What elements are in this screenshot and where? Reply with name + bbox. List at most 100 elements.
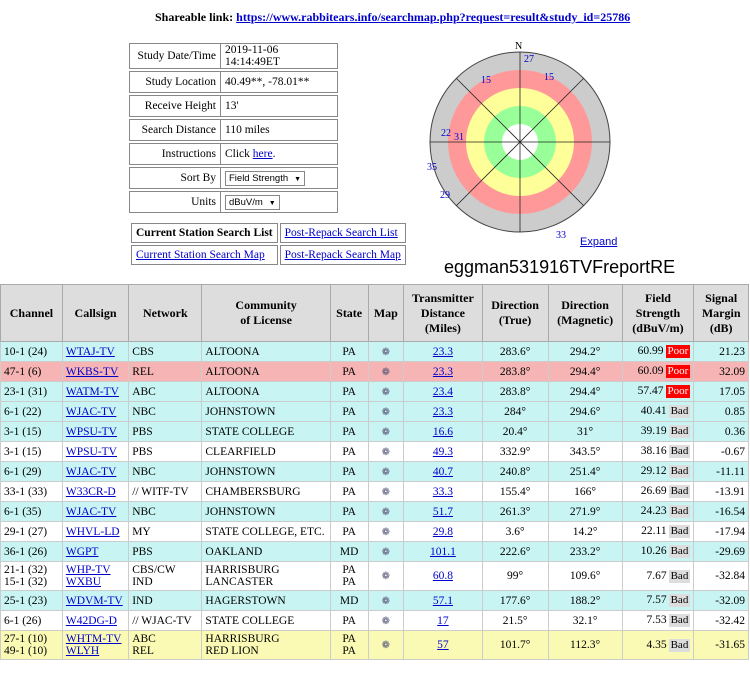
distance-link[interactable]: 23.3 — [432, 345, 453, 358]
distance-link[interactable]: 16.6 — [432, 425, 453, 438]
channel-cell: 10-1 (24) — [0, 341, 63, 362]
field-strength-cell: 39.19 Bad — [621, 421, 695, 442]
callsign-link[interactable]: WPSU-TV — [65, 445, 117, 458]
callsign-link[interactable]: WATM-TV — [65, 385, 119, 398]
col-direction-magnetic[interactable]: Direction (Magnetic) — [547, 284, 623, 342]
channel-cell: 6-1 (22) — [0, 401, 63, 422]
direction-true-cell: 177.6° — [481, 590, 549, 611]
map-icon[interactable]: ❁ — [381, 595, 391, 607]
callsign-link[interactable]: WLYH — [65, 645, 100, 657]
expand-link[interactable]: Expand — [580, 236, 618, 248]
callsign-link[interactable]: WJAC-TV — [65, 505, 117, 518]
col-tx-distance[interactable]: Transmitter Distance (Miles) — [403, 284, 483, 342]
network-cell: // WITF-TV — [128, 481, 203, 502]
callsign-link[interactable]: WXBU — [65, 576, 102, 588]
callsign-link[interactable]: W33CR-D — [65, 485, 116, 498]
search-list-links: Current Station Search List Post-Repack … — [129, 221, 408, 267]
direction-true-cell: 99° — [481, 561, 549, 591]
callsign-link[interactable]: WJAC-TV — [65, 405, 117, 418]
col-signal-margin[interactable]: Signal Margin (dB) — [693, 284, 749, 342]
distance-link[interactable]: 57.1 — [432, 594, 453, 607]
map-icon[interactable]: ❁ — [381, 571, 391, 582]
map-icon[interactable]: ❁ — [381, 640, 391, 651]
map-icon[interactable]: ❁ — [381, 346, 391, 358]
distance-link[interactable]: 23.4 — [432, 385, 453, 398]
map-icon[interactable]: ❁ — [381, 466, 391, 478]
callsign-link[interactable]: WKBS-TV — [65, 365, 119, 378]
map-icon[interactable]: ❁ — [381, 366, 391, 378]
callsign-link[interactable]: WHVL-LD — [65, 525, 120, 538]
callsign-link[interactable]: WDVM-TV — [65, 594, 123, 607]
col-direction-true[interactable]: Direction (True) — [481, 284, 549, 342]
map-icon[interactable]: ❁ — [381, 386, 391, 398]
instructions-text: Click — [225, 148, 253, 160]
table-row: 6-1 (35) WJAC-TV NBC JOHNSTOWN PA ❁ 51.7 261.3°… — [0, 501, 749, 522]
callsign-link[interactable]: WHP-TV — [65, 564, 111, 576]
signal-margin-cell: 32.09 — [693, 361, 749, 382]
network-cell: ABC — [128, 381, 203, 402]
distance-link[interactable]: 33.3 — [432, 485, 453, 498]
map-icon[interactable]: ❁ — [381, 546, 391, 558]
callsign-link[interactable]: WTAJ-TV — [65, 345, 115, 358]
col-community[interactable]: Community of License — [201, 284, 331, 342]
instructions-link[interactable]: here — [252, 148, 273, 160]
callsign-link[interactable]: WGPT — [65, 545, 99, 558]
callsign-link[interactable]: WJAC-TV — [65, 465, 117, 478]
direction-magnetic-cell: 271.9° — [547, 501, 623, 522]
callsign-link[interactable]: WHTM-TV — [65, 633, 122, 645]
community-cell: CLEARFIELD — [201, 441, 331, 462]
callsign-link[interactable]: W42DG-D — [65, 614, 117, 627]
col-state[interactable]: State — [329, 284, 369, 342]
col-callsign[interactable]: Callsign — [61, 284, 130, 342]
post-repack-list-link[interactable]: Post-Repack Search List — [284, 227, 398, 239]
distance-link[interactable]: 29.8 — [432, 525, 453, 538]
distance-link[interactable]: 23.3 — [432, 365, 453, 378]
post-repack-map-link[interactable]: Post-Repack Search Map — [284, 249, 401, 261]
direction-magnetic-cell: 343.5° — [547, 441, 623, 462]
direction-true-cell: 283.8° — [481, 361, 549, 382]
height-value: 13' — [221, 95, 338, 117]
field-strength-cell: 7.53 Bad — [621, 610, 695, 631]
col-field-strength[interactable]: Field Strength (dBuV/m) — [621, 284, 695, 342]
direction-true-cell: 240.8° — [481, 461, 549, 482]
signal-margin-cell: -11.11 — [693, 461, 749, 482]
map-icon[interactable]: ❁ — [381, 526, 391, 538]
distance-link[interactable]: 17 — [437, 614, 449, 627]
signal-margin-cell: -16.54 — [693, 501, 749, 522]
direction-true-cell: 3.6° — [481, 521, 549, 542]
map-icon[interactable]: ❁ — [381, 615, 391, 627]
distance-link[interactable]: 57 — [437, 639, 449, 651]
state-cell: PA — [329, 501, 369, 522]
map-icon[interactable]: ❁ — [381, 486, 391, 498]
map-icon[interactable]: ❁ — [381, 426, 391, 438]
instructions-label: Instructions — [129, 143, 221, 165]
distance-link[interactable]: 101.1 — [429, 545, 456, 558]
direction-true-cell: 155.4° — [481, 481, 549, 502]
callsign-link[interactable]: WPSU-TV — [65, 425, 117, 438]
units-select[interactable]: dBuV/m ▼ — [225, 194, 280, 210]
direction-magnetic-cell: 31° — [547, 421, 623, 442]
field-strength-cell: 4.35 Bad — [621, 630, 695, 660]
map-icon[interactable]: ❁ — [381, 446, 391, 458]
col-network[interactable]: Network — [128, 284, 203, 342]
col-channel[interactable]: Channel — [0, 284, 63, 342]
distance-link[interactable]: 51.7 — [432, 505, 453, 518]
channel-cell: 6-1 (26) — [0, 610, 63, 631]
signal-margin-cell: -0.67 — [693, 441, 749, 462]
sort-select[interactable]: Field Strength ▼ — [225, 170, 306, 186]
map-icon[interactable]: ❁ — [381, 506, 391, 518]
community-cell: CHAMBERSBURG — [201, 481, 331, 502]
direction-true-cell: 283.8° — [481, 381, 549, 402]
table-row: 3-1 (15) WPSU-TV PBS STATE COLLEGE PA ❁ 16.6 20… — [0, 421, 749, 442]
map-icon[interactable]: ❁ — [381, 406, 391, 418]
polar-plot[interactable]: N 27 15 15 22 31 35 29 33 — [420, 42, 620, 242]
distance-link[interactable]: 60.8 — [432, 570, 453, 582]
table-row: 6-1 (22) WJAC-TV NBC JOHNSTOWN PA ❁ 23.3 284° 29… — [0, 401, 749, 422]
share-url-link[interactable]: https://www.rabbitears.info/searchmap.ph… — [236, 10, 631, 24]
state-cell: PA PA — [329, 561, 369, 591]
current-map-link[interactable]: Current Station Search Map — [136, 249, 265, 261]
distance-link[interactable]: 40.7 — [432, 465, 453, 478]
distance-link[interactable]: 23.3 — [432, 405, 453, 418]
distance-link[interactable]: 49.3 — [432, 445, 453, 458]
table-header: Channel Callsign Network Community of Lic… — [0, 284, 749, 342]
